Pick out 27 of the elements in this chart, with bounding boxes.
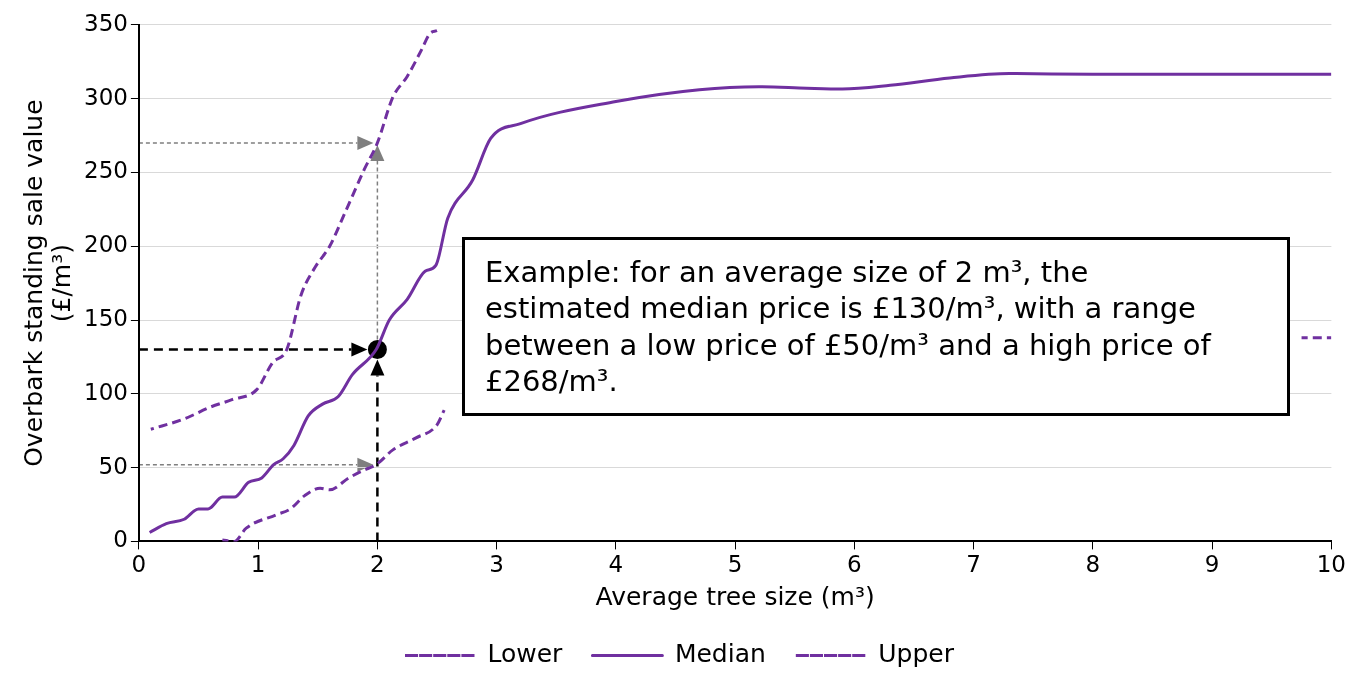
x-tick-label: 1 [250,551,266,578]
y-tick-label: 100 [83,378,128,405]
legend-label: Median [674,639,766,668]
legend-label: Lower [487,639,564,668]
x-tick-label: 3 [489,551,504,578]
y-axis-title: Overbark standing sale value (£/m³) [19,99,76,467]
y-tick-label: 200 [83,231,128,258]
legend-label: Upper [878,639,955,668]
y-tick-label: 150 [83,304,128,331]
note-box: Example: for an average size of 2 m³, the estimated median price is £130/m³, with a range between a low price of £50/m³ and a high price of £268/m³. [462,237,1290,416]
y-tick-label: 0 [113,526,128,553]
x-tick-label: 0 [131,551,147,578]
x-tick-label: 4 [608,551,624,578]
x-tick-label: 9 [1204,551,1220,578]
x-tick-label: 5 [727,551,743,578]
x-tick-label: 7 [966,551,981,578]
x-axis-title: Average tree size (m³) [595,581,875,611]
x-tick-label: 2 [370,551,385,578]
y-tick-label: 250 [83,157,128,184]
x-tick-label: 6 [847,551,862,578]
line-series [149,29,439,431]
x-tick-label: 10 [1316,551,1347,578]
line-series [148,72,1332,535]
y-tick-label: 350 [83,9,128,36]
y-tick-label: 50 [98,452,128,479]
x-tick-label: 8 [1085,551,1101,578]
y-tick-label: 300 [83,83,128,110]
